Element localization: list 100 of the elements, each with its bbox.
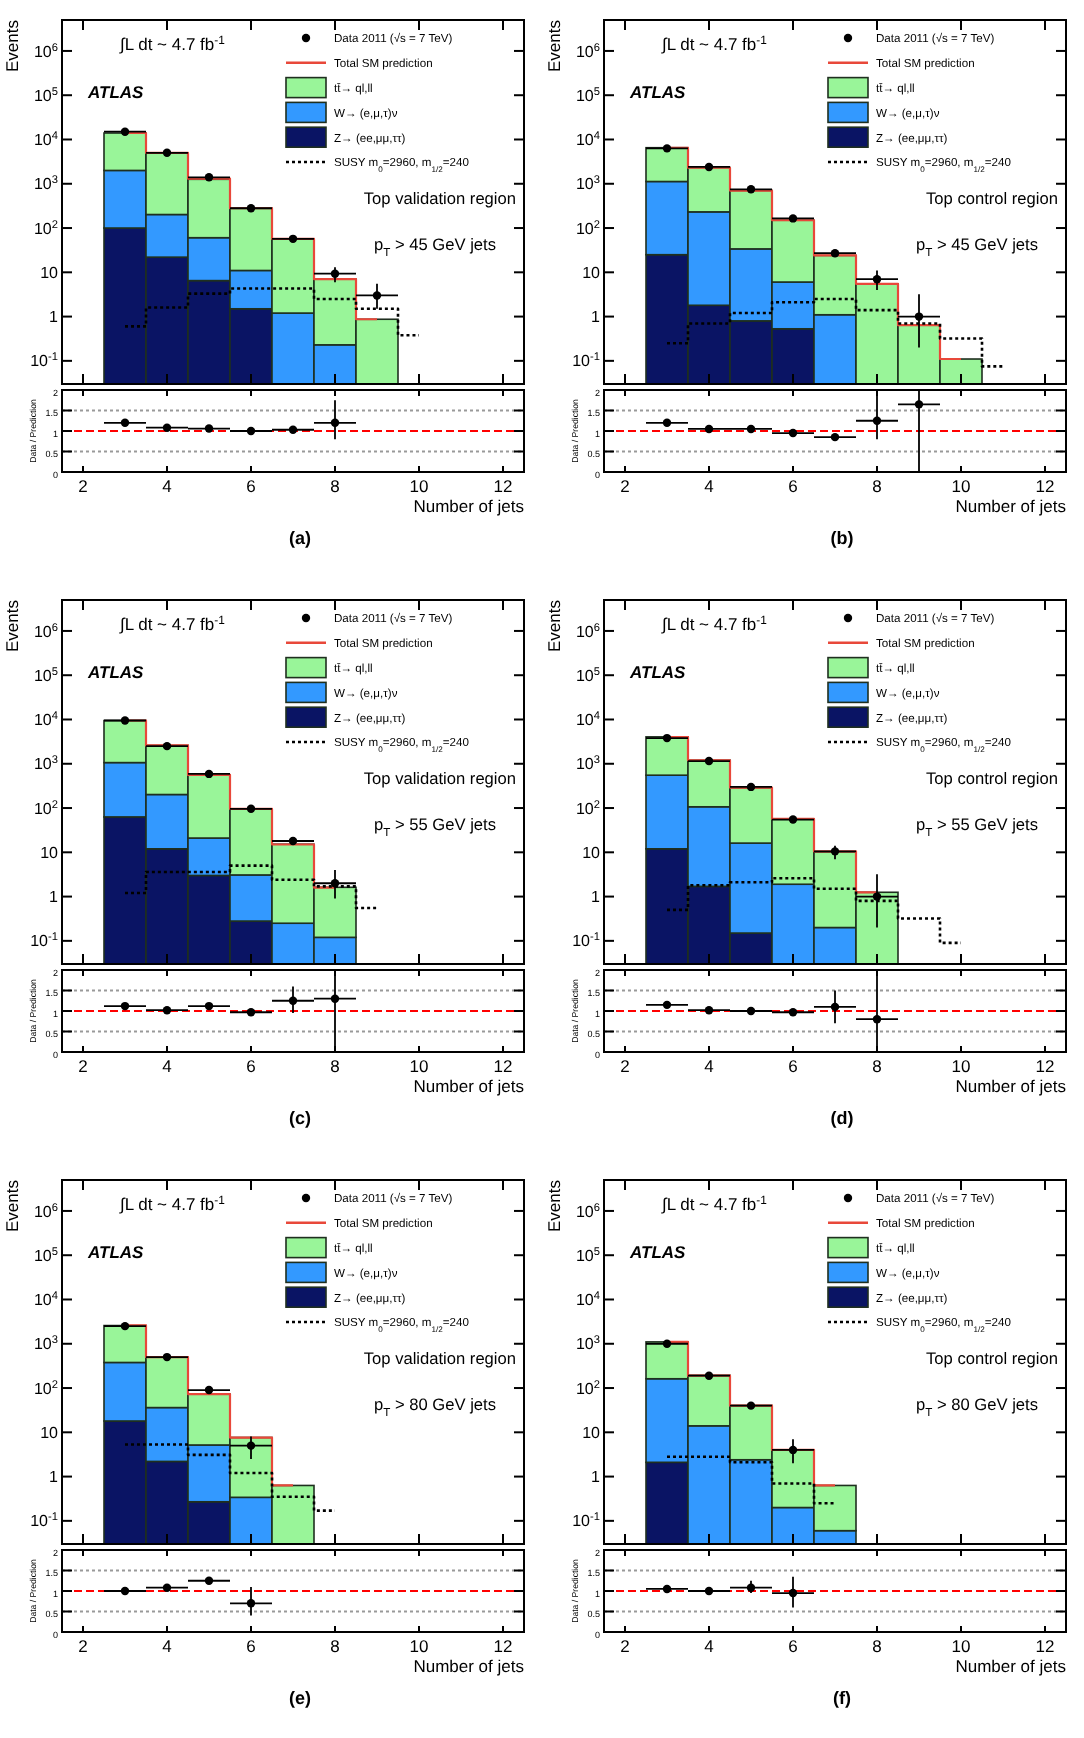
- y-tick-label: 10$^{-1}$: [572, 352, 600, 371]
- x-tick-label: 8: [330, 476, 341, 496]
- x-tick-label: 8: [330, 1056, 341, 1076]
- annotation: ATLAS: [86, 662, 145, 682]
- x-axis-title: Number of jets: [955, 1076, 1066, 1096]
- x-tick-label: 10: [951, 476, 971, 496]
- x-tick-label: 10: [951, 1636, 971, 1656]
- y-tick-label: 10$^{-1}$: [30, 932, 58, 951]
- annotation: ∫L dt ~ 4.7 fb$^{-1}$: [118, 1194, 227, 1214]
- text: (c): [289, 1108, 311, 1128]
- annotation: Top validation region: [363, 1348, 517, 1368]
- x-tick-label: 6: [788, 1636, 799, 1656]
- x-tick-label: 4: [704, 476, 715, 496]
- y-tick-label: 10$^{-1}$: [30, 352, 58, 371]
- y-tick-label: 10: [40, 263, 60, 282]
- y-tick-label: 10$^{-1}$: [30, 1512, 58, 1531]
- x-tick-label: 12: [1035, 1056, 1055, 1076]
- annotation: p$_{T}$ > 45 GeV jets: [916, 234, 1038, 260]
- x-tick-label: 10: [951, 1056, 971, 1076]
- x-tick-label: 10: [409, 476, 429, 496]
- y-tick-label: 10$^{4}$: [575, 711, 600, 730]
- y-tick-label: 10$^{3}$: [575, 175, 600, 194]
- x-tick-label: 12: [493, 1636, 513, 1656]
- annotation: Top control region: [926, 188, 1059, 208]
- y-tick-label: 10: [40, 1423, 60, 1442]
- y-tick-label: 1: [591, 888, 602, 907]
- annotation: p$_{T}$ > 55 GeV jets: [916, 814, 1038, 840]
- x-tick-label: 4: [162, 476, 173, 496]
- y-tick-label: 10$^{5}$: [575, 86, 600, 105]
- text: (a): [289, 528, 311, 548]
- x-axis-title: Number of jets: [413, 496, 524, 516]
- y-tick-label: 10$^{5}$: [575, 666, 600, 685]
- annotation: Top validation region: [363, 768, 517, 788]
- x-tick-label: 8: [330, 1636, 341, 1656]
- y-tick-label: 10: [582, 263, 602, 282]
- annotation: ∫L dt ~ 4.7 fb$^{-1}$: [660, 34, 769, 54]
- x-tick-label: 8: [872, 1636, 883, 1656]
- y-tick-label: 1: [49, 1468, 60, 1487]
- x-tick-label: 2: [78, 476, 89, 496]
- y-tick-label: 10$^{6}$: [33, 1202, 58, 1221]
- y-tick-label: 10$^{3}$: [575, 1335, 600, 1354]
- y-axis-title: Events: [2, 600, 22, 652]
- x-axis-title: Number of jets: [955, 1656, 1066, 1676]
- y-tick-label: 10$^{4}$: [33, 131, 58, 150]
- y-tick-label: 10$^{6}$: [575, 42, 600, 61]
- x-tick-label: 12: [1035, 1636, 1055, 1656]
- y-tick-label: 10$^{2}$: [575, 799, 600, 818]
- y-tick-label: 10$^{5}$: [575, 1246, 600, 1265]
- y-tick-label: 1: [591, 308, 602, 327]
- y-axis-title: Events: [2, 20, 22, 72]
- y-axis-title: Events: [544, 1180, 564, 1232]
- x-tick-label: 6: [246, 1636, 257, 1656]
- x-axis-title: Number of jets: [413, 1656, 524, 1676]
- x-tick-label: 4: [162, 1056, 173, 1076]
- annotation: p$_{T}$ > 55 GeV jets: [374, 814, 496, 840]
- x-tick-label: 12: [1035, 476, 1055, 496]
- y-tick-label: 10: [40, 843, 60, 862]
- annotation: ATLAS: [628, 82, 687, 102]
- y-tick-label: 10$^{2}$: [33, 799, 58, 818]
- y-axis-title: Events: [544, 20, 564, 72]
- y-tick-label: 10$^{2}$: [33, 1379, 58, 1398]
- y-axis-title: Events: [2, 1180, 22, 1232]
- y-tick-label: 10$^{4}$: [33, 711, 58, 730]
- y-tick-label: 10$^{2}$: [33, 219, 58, 238]
- text: (e): [289, 1688, 311, 1708]
- x-tick-label: 6: [788, 1056, 799, 1076]
- x-tick-label: 2: [620, 1636, 631, 1656]
- x-tick-label: 10: [409, 1056, 429, 1076]
- y-tick-label: 10$^{-1}$: [572, 1512, 600, 1531]
- y-tick-label: 1: [49, 888, 60, 907]
- annotation: p$_{T}$ > 45 GeV jets: [374, 234, 496, 260]
- annotation: Top control region: [926, 768, 1059, 788]
- annotation: ∫L dt ~ 4.7 fb$^{-1}$: [660, 1194, 769, 1214]
- y-tick-label: 10$^{6}$: [575, 1202, 600, 1221]
- x-tick-label: 6: [788, 476, 799, 496]
- y-tick-label: 10$^{-1}$: [572, 932, 600, 951]
- y-tick-label: 10$^{3}$: [33, 755, 58, 774]
- x-tick-label: 8: [872, 476, 883, 496]
- x-tick-label: 12: [493, 476, 513, 496]
- x-tick-label: 10: [409, 1636, 429, 1656]
- x-tick-label: 12: [493, 1056, 513, 1076]
- y-tick-label: 10$^{2}$: [575, 219, 600, 238]
- y-tick-label: 10$^{4}$: [575, 1291, 600, 1310]
- y-tick-label: 1: [49, 308, 60, 327]
- y-tick-label: 10$^{2}$: [575, 1379, 600, 1398]
- y-tick-label: 10$^{6}$: [33, 42, 58, 61]
- y-tick-label: 10$^{6}$: [33, 622, 58, 641]
- y-tick-label: 10: [582, 1423, 602, 1442]
- x-tick-label: 2: [620, 476, 631, 496]
- x-tick-label: 4: [704, 1636, 715, 1656]
- y-tick-label: 10$^{3}$: [33, 1335, 58, 1354]
- x-tick-label: 4: [162, 1636, 173, 1656]
- annotation: ∫L dt ~ 4.7 fb$^{-1}$: [118, 34, 227, 54]
- y-tick-label: 10$^{4}$: [33, 1291, 58, 1310]
- x-tick-label: 4: [704, 1056, 715, 1076]
- x-axis-title: Number of jets: [413, 1076, 524, 1096]
- y-tick-label: 10$^{6}$: [575, 622, 600, 641]
- annotation: p$_{T}$ > 80 GeV jets: [916, 1394, 1038, 1420]
- x-tick-label: 2: [78, 1056, 89, 1076]
- annotation: ATLAS: [628, 1242, 687, 1262]
